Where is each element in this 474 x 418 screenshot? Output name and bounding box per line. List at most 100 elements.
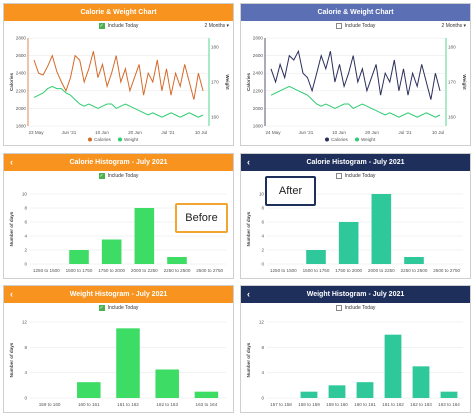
y-axis-title: Number of days	[246, 211, 251, 246]
checkbox-checked-icon[interactable]: ✓	[98, 22, 105, 29]
y-tick-label: 12	[22, 320, 28, 325]
y-tick-label: 2200	[16, 88, 27, 93]
weight-histogram-panel-after: ‹ Weight Histogram - July 2021 Include T…	[240, 285, 471, 413]
histogram-svg: 0 2 4 6 8 10 Number of days 1250 to 1500 1500 to…	[246, 192, 463, 273]
y2-tick-label: 180	[211, 44, 219, 49]
checkbox-unchecked-icon[interactable]	[335, 305, 342, 311]
y-tick-label: 2400	[253, 71, 264, 76]
checkbox-checked-icon[interactable]: ✓	[98, 304, 105, 311]
y-tick-label: 8	[261, 206, 264, 211]
panel-header: ‹ Calorie Histogram - July 2021	[241, 154, 470, 171]
x-tick-label: 160 to 161	[78, 402, 100, 407]
y-tick-label: 0	[261, 396, 264, 401]
panel-header: ‹ Weight Histogram - July 2021	[4, 286, 233, 303]
x-tick-label: 1750 to 2000	[98, 268, 125, 273]
x-tick-label: 1500 to 1750	[303, 268, 330, 273]
x-tick-label: 161 to 162	[117, 402, 139, 407]
legend-calories-swatch	[325, 137, 329, 142]
calorie-histogram-panel-after: ‹ Calorie Histogram - July 2021 Include …	[240, 153, 471, 279]
x-tick-label: 1250 to 1500	[33, 268, 60, 273]
y-tick-label: 8	[24, 206, 27, 211]
range-select[interactable]: 2 Months ▾	[441, 23, 466, 29]
y-tick-label: 12	[259, 320, 265, 325]
include-today-toggle[interactable]: Include Today	[241, 305, 470, 311]
histogram-bar	[306, 250, 326, 264]
y-tick-label: 0	[261, 262, 264, 267]
line-chart-svg: 2800 2600 2400 2200 2000 1800 180 170 160 Calorie…	[9, 36, 230, 143]
calories-series-line	[33, 51, 204, 100]
y2-tick-label: 170	[211, 80, 219, 85]
y-tick-label: 2400	[16, 71, 27, 76]
y-tick-label: 1800	[253, 124, 264, 129]
y-tick-label: 4	[261, 234, 264, 239]
include-today-label: Include Today	[107, 23, 139, 29]
back-chevron-icon[interactable]: ‹	[247, 289, 250, 299]
histogram-bar	[134, 208, 155, 264]
panel-header: ‹ Weight Histogram - July 2021	[241, 286, 470, 303]
x-tick-label: 2500 to 2750	[196, 268, 223, 273]
histogram-bar	[69, 250, 89, 264]
x-tick-label: 159 to 160	[326, 402, 348, 407]
x-tick-label: 1500 to 1750	[66, 268, 93, 273]
calorie-histogram-panel-before: ‹ Calorie Histogram - July 2021 ✓ Includ…	[3, 153, 234, 279]
range-select[interactable]: 2 Months ▾	[204, 23, 229, 29]
weight-histogram-panel-before: ‹ Weight Histogram - July 2021 ✓ Include…	[3, 285, 234, 413]
y-tick-label: 2600	[16, 53, 27, 58]
back-chevron-icon[interactable]: ‹	[10, 289, 13, 299]
y-tick-label: 8	[261, 345, 264, 350]
histogram-bar	[404, 257, 424, 264]
include-today-toggle[interactable]: Include Today	[241, 173, 470, 179]
include-today-toggle[interactable]: Include Today	[241, 23, 470, 29]
y2-tick-label: 170	[448, 80, 456, 85]
y-tick-label: 2800	[16, 36, 27, 41]
y-tick-label: 2800	[253, 36, 264, 41]
x-tick-label: 2000 to 2250	[368, 268, 395, 273]
legend-weight-swatch	[355, 137, 359, 142]
y-axis-title: Number of days	[246, 342, 251, 377]
x-tick-label: 160 to 161	[354, 402, 376, 407]
histogram-bar	[338, 222, 359, 264]
histogram-svg: 0 4 8 12 Number of days 157 to 158 158 to 159 1…	[246, 320, 463, 407]
y2-tick-label: 180	[448, 44, 456, 49]
legend-weight-label: Weight	[361, 137, 376, 142]
histogram-bar	[101, 239, 122, 264]
histogram-bar	[371, 194, 392, 264]
include-today-label: Include Today	[107, 173, 139, 179]
include-today-label: Include Today	[107, 305, 139, 311]
histogram-bar	[300, 391, 318, 398]
histogram-bar	[328, 385, 346, 398]
x-tick-label: 2500 to 2750	[433, 268, 460, 273]
y-tick-label: 10	[22, 192, 28, 197]
y2-tick-label: 160	[211, 115, 219, 120]
panel-title: Calorie Histogram - July 2021	[306, 159, 405, 166]
weight-series-line	[33, 85, 204, 118]
x-tick-label: 1750 to 2000	[335, 268, 362, 273]
panel-title: Calorie & Weight Chart	[80, 9, 157, 16]
y2-axis-title: Weight	[462, 74, 467, 90]
y-axis-title: Number of days	[9, 342, 14, 377]
line-chart-panel-after: Calorie & Weight Chart Include Today 2 M…	[240, 3, 471, 146]
panel-header: Calorie & Weight Chart	[241, 4, 470, 21]
y-tick-label: 6	[24, 220, 27, 225]
histogram-bar	[384, 334, 402, 398]
include-today-toggle[interactable]: ✓ Include Today	[4, 305, 233, 311]
back-chevron-icon[interactable]: ‹	[10, 157, 13, 167]
histogram-bar	[155, 369, 179, 398]
x-tick-label: 10 Jun	[95, 130, 109, 135]
y-axis-title: Calories	[246, 72, 251, 91]
x-tick-label: 23 May	[28, 130, 44, 135]
x-tick-label: 20 Jun	[128, 130, 142, 135]
x-tick-label: 162 to 163	[410, 402, 432, 407]
back-chevron-icon[interactable]: ‹	[247, 157, 250, 167]
panel-title: Weight Histogram - July 2021	[69, 291, 168, 298]
line-chart-panel-before: Calorie & Weight Chart ✓ Include Today 2…	[3, 3, 234, 146]
include-today-toggle[interactable]: ✓ Include Today	[4, 173, 233, 179]
checkbox-unchecked-icon[interactable]	[335, 173, 342, 179]
x-tick-label: 157 to 158	[270, 402, 292, 407]
y-tick-label: 8	[24, 345, 27, 350]
weight-series-line	[270, 85, 441, 118]
include-today-toggle[interactable]: ✓ Include Today	[4, 23, 233, 29]
y-tick-label: 6	[261, 220, 264, 225]
checkbox-checked-icon[interactable]: ✓	[98, 172, 105, 179]
checkbox-unchecked-icon[interactable]	[335, 23, 342, 29]
